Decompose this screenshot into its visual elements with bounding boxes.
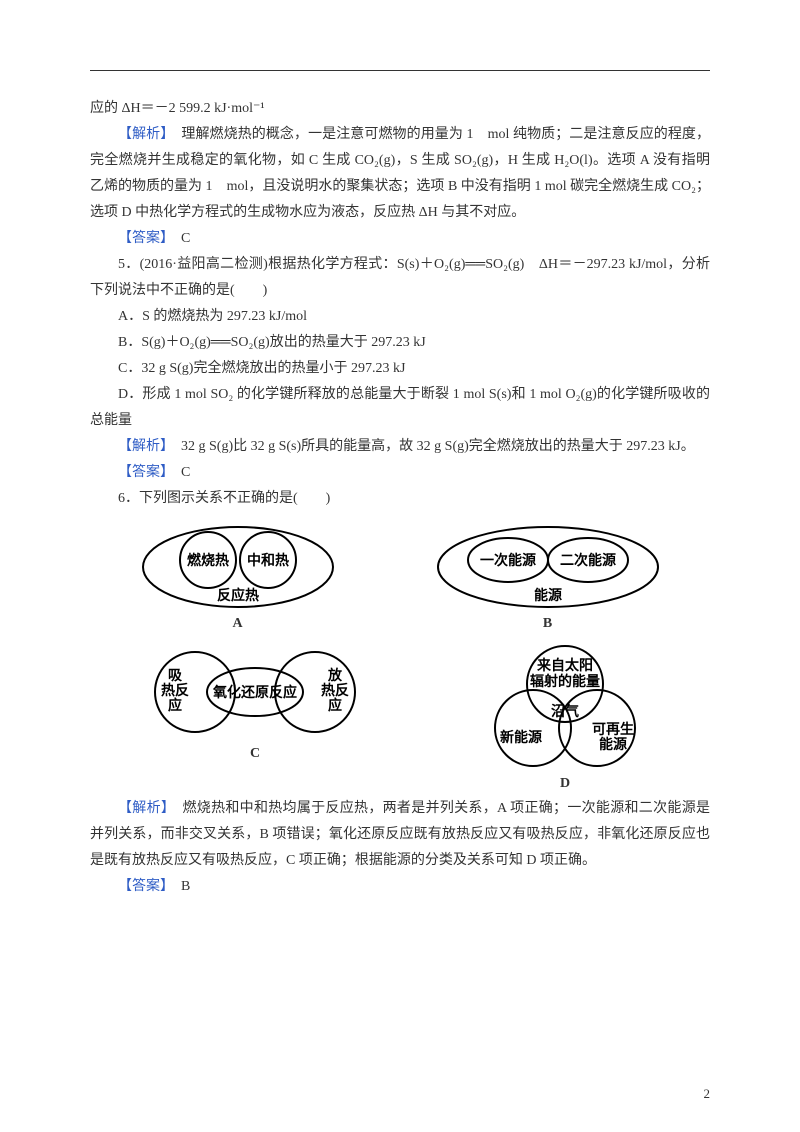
figure-a: 燃烧热 中和热 反应热 A bbox=[133, 522, 343, 632]
svg-text:热反: 热反 bbox=[321, 682, 349, 699]
venn-c-icon: 吸 热反 应 放 热反 应 氧化还原反应 bbox=[125, 642, 385, 742]
answer-2: 【答案】 C bbox=[90, 460, 710, 486]
line-continuation: 应的 ΔH＝－2 599.2 kJ·mol⁻¹ bbox=[90, 96, 710, 122]
svg-text:一次能源: 一次能源 bbox=[480, 552, 536, 569]
svg-text:热反: 热反 bbox=[161, 682, 189, 699]
svg-text:来自太阳: 来自太阳 bbox=[536, 657, 593, 674]
svg-text:氧化还原反应: 氧化还原反应 bbox=[212, 684, 297, 701]
svg-text:能源: 能源 bbox=[534, 587, 562, 604]
venn-a-icon: 燃烧热 中和热 反应热 bbox=[133, 522, 343, 612]
answer-tag: 【答案】 bbox=[118, 231, 167, 246]
answer-body: C bbox=[167, 465, 190, 480]
analysis-tag: 【解析】 bbox=[118, 439, 167, 454]
question-5-option-c: C．32 g S(g)完全燃烧放出的热量小于 297.23 kJ bbox=[90, 356, 710, 382]
svg-text:中和热: 中和热 bbox=[247, 552, 289, 569]
analysis-1: 【解析】 理解燃烧热的概念，一是注意可燃物的用量为 1 mol 纯物质；二是注意… bbox=[90, 122, 710, 226]
question-6: 6．下列图示关系不正确的是( ) bbox=[90, 486, 710, 512]
answer-3: 【答案】 B bbox=[90, 874, 710, 900]
figure-d: 来自太阳 辐射的能量 新能源 可再生 能源 沼气 D bbox=[455, 642, 675, 792]
figure-row-2: 吸 热反 应 放 热反 应 氧化还原反应 C 来自太阳 辐射的能量 新能源 可再… bbox=[90, 642, 710, 792]
figure-b: 一次能源 二次能源 能源 B bbox=[428, 522, 668, 632]
analysis-tag: 【解析】 bbox=[118, 801, 168, 816]
answer-tag: 【答案】 bbox=[118, 879, 167, 894]
question-5-option-b: B．S(g)＋O₂(g)══SO₂(g)放出的热量大于 297.23 kJ bbox=[90, 330, 710, 356]
svg-text:吸: 吸 bbox=[168, 668, 183, 684]
question-5: 5．(2016·益阳高二检测)根据热化学方程式：S(s)＋O₂(g)══SO₂(… bbox=[90, 252, 710, 304]
svg-text:沼气: 沼气 bbox=[551, 703, 579, 720]
analysis-body: 燃烧热和中和热均属于反应热，两者是并列关系，A 项正确；一次能源和二次能源是并列… bbox=[90, 801, 710, 868]
svg-text:燃烧热: 燃烧热 bbox=[187, 552, 229, 569]
question-5-option-d: D．形成 1 mol SO₂ 的化学键所释放的总能量大于断裂 1 mol S(s… bbox=[90, 382, 710, 434]
svg-text:应: 应 bbox=[328, 697, 342, 714]
analysis-2: 【解析】 32 g S(g)比 32 g S(s)所具的能量高，故 32 g S… bbox=[90, 434, 710, 460]
page: 应的 ΔH＝－2 599.2 kJ·mol⁻¹ 【解析】 理解燃烧热的概念，一是… bbox=[0, 0, 800, 1132]
svg-text:辐射的能量: 辐射的能量 bbox=[530, 673, 600, 690]
svg-text:二次能源: 二次能源 bbox=[560, 552, 616, 569]
answer-body: B bbox=[167, 879, 190, 894]
answer-1: 【答案】 C bbox=[90, 226, 710, 252]
page-number: 2 bbox=[704, 1086, 711, 1102]
svg-text:可再生: 可再生 bbox=[592, 721, 634, 738]
header-rule bbox=[90, 70, 710, 71]
venn-d-icon: 来自太阳 辐射的能量 新能源 可再生 能源 沼气 bbox=[455, 642, 675, 772]
svg-text:能源: 能源 bbox=[599, 736, 627, 753]
answer-body: C bbox=[167, 231, 190, 246]
analysis-body: 32 g S(g)比 32 g S(s)所具的能量高，故 32 g S(g)完全… bbox=[167, 439, 695, 454]
figure-d-label: D bbox=[455, 776, 675, 792]
answer-tag: 【答案】 bbox=[118, 465, 167, 480]
figure-c: 吸 热反 应 放 热反 应 氧化还原反应 C bbox=[125, 642, 385, 792]
svg-text:应: 应 bbox=[168, 697, 182, 714]
analysis-3: 【解析】 燃烧热和中和热均属于反应热，两者是并列关系，A 项正确；一次能源和二次… bbox=[90, 796, 710, 874]
figure-row-1: 燃烧热 中和热 反应热 A 一次能源 二次能源 能源 B bbox=[90, 522, 710, 632]
figure-b-label: B bbox=[428, 616, 668, 632]
figure-c-label: C bbox=[125, 746, 385, 762]
figure-a-label: A bbox=[133, 616, 343, 632]
svg-text:放: 放 bbox=[327, 667, 343, 684]
question-5-option-a: A．S 的燃烧热为 297.23 kJ/mol bbox=[90, 304, 710, 330]
svg-text:反应热: 反应热 bbox=[217, 587, 259, 604]
venn-b-icon: 一次能源 二次能源 能源 bbox=[428, 522, 668, 612]
analysis-tag: 【解析】 bbox=[118, 127, 167, 142]
analysis-body: 理解燃烧热的概念，一是注意可燃物的用量为 1 mol 纯物质；二是注意反应的程度… bbox=[90, 127, 710, 220]
svg-text:新能源: 新能源 bbox=[500, 729, 542, 746]
